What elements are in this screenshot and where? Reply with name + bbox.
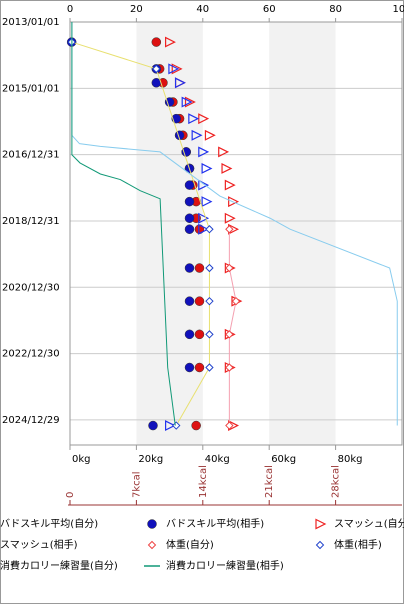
data-point bbox=[184, 196, 195, 207]
data-point bbox=[184, 329, 195, 340]
series-line bbox=[71, 41, 210, 426]
x2-tick-label: 21kcal bbox=[264, 465, 275, 498]
data-point bbox=[205, 296, 214, 306]
legend-label: バドスキル平均(自分) bbox=[0, 517, 98, 530]
x-tick-label: 40kg bbox=[205, 454, 230, 465]
data-point bbox=[225, 263, 234, 273]
x2-tick-label: 7kcal bbox=[131, 471, 142, 498]
data-point bbox=[184, 213, 195, 223]
data-point bbox=[174, 77, 186, 89]
data-point bbox=[191, 420, 201, 431]
y-tick-label: 2020/12/30 bbox=[2, 282, 60, 293]
data-point bbox=[201, 162, 213, 174]
data-point bbox=[224, 212, 236, 224]
series-line bbox=[228, 229, 237, 426]
data-point bbox=[165, 420, 176, 432]
y-tick-label: 2013/01/01 bbox=[2, 17, 60, 28]
data-point bbox=[205, 363, 214, 372]
data-point bbox=[181, 96, 193, 108]
x-top-tick-label: 40 bbox=[196, 4, 209, 15]
y-tick-label: 2018/12/31 bbox=[2, 216, 60, 227]
data-point bbox=[225, 330, 234, 339]
legend-label: バドスキル平均(相手) bbox=[166, 517, 264, 530]
legend-label: 体重(相手) bbox=[334, 538, 382, 551]
data-point bbox=[231, 296, 241, 306]
data-point bbox=[198, 212, 210, 224]
data-point bbox=[165, 36, 176, 48]
x-top-tick-label: 100 bbox=[392, 4, 404, 15]
data-point bbox=[148, 420, 158, 431]
data-point bbox=[151, 37, 162, 47]
data-point bbox=[152, 64, 161, 74]
legend-label: 消費カロリー練習量(相手) bbox=[166, 559, 284, 572]
data-point bbox=[191, 129, 203, 141]
data-point bbox=[198, 179, 210, 191]
x-top-tick-label: 80 bbox=[329, 4, 342, 15]
data-point bbox=[184, 96, 196, 108]
y-tick-label: 2016/12/31 bbox=[2, 150, 60, 161]
data-point bbox=[184, 296, 195, 306]
x-tick-label: 60kg bbox=[271, 454, 296, 465]
data-point bbox=[194, 296, 205, 306]
data-point bbox=[171, 63, 183, 75]
y-tick-label: 2024/12/29 bbox=[2, 415, 60, 426]
data-point bbox=[205, 225, 214, 234]
y-tick-label: 2015/01/01 bbox=[2, 83, 60, 94]
x-top-tick-label: 0 bbox=[67, 4, 73, 15]
data-point bbox=[224, 179, 236, 191]
x2-tick-label: 28kcal bbox=[331, 465, 342, 498]
legend-label: スマッシュ(自分) bbox=[334, 517, 404, 530]
data-point bbox=[198, 223, 210, 235]
data-point bbox=[184, 362, 195, 373]
legend-marker bbox=[315, 518, 327, 530]
data-point bbox=[194, 362, 205, 373]
data-point bbox=[228, 196, 240, 208]
x-top-tick-label: 60 bbox=[263, 4, 276, 15]
legend-marker bbox=[315, 540, 325, 550]
data-point bbox=[172, 421, 181, 430]
data-point bbox=[201, 196, 213, 208]
legend-label: スマッシュ(相手) bbox=[0, 538, 78, 551]
data-point bbox=[194, 263, 205, 273]
data-point bbox=[181, 147, 191, 157]
data-point bbox=[225, 225, 234, 234]
x2-tick-label: 14kcal bbox=[198, 465, 209, 498]
data-point bbox=[218, 146, 230, 158]
data-point bbox=[204, 129, 216, 141]
data-point bbox=[198, 146, 210, 158]
data-point bbox=[184, 224, 195, 234]
x-top-tick-label: 20 bbox=[130, 4, 143, 15]
data-point bbox=[205, 263, 214, 273]
legend-marker bbox=[147, 540, 157, 550]
legend-label: 体重(自分) bbox=[166, 538, 214, 551]
data-point bbox=[188, 113, 200, 125]
legend-marker bbox=[147, 519, 157, 529]
x-tick-label: 20kg bbox=[138, 454, 163, 465]
legend-label: 消費カロリー練習量(自分) bbox=[0, 559, 118, 572]
data-point bbox=[164, 97, 175, 107]
y-tick-label: 2022/12/30 bbox=[2, 349, 60, 360]
data-point bbox=[205, 330, 214, 339]
x-tick-label: 0kg bbox=[72, 454, 91, 465]
data-point bbox=[194, 329, 205, 340]
data-point bbox=[184, 180, 195, 190]
series-line bbox=[71, 22, 176, 426]
data-point bbox=[168, 63, 180, 75]
data-point bbox=[221, 162, 233, 174]
series-line bbox=[71, 22, 398, 426]
plot-band bbox=[136, 22, 203, 445]
x-tick-label: 80kg bbox=[338, 454, 363, 465]
data-point bbox=[225, 421, 234, 430]
data-point bbox=[184, 263, 195, 273]
x2-tick-label: 0 bbox=[65, 492, 76, 498]
data-point bbox=[225, 363, 234, 372]
plot-area bbox=[69, 21, 403, 446]
